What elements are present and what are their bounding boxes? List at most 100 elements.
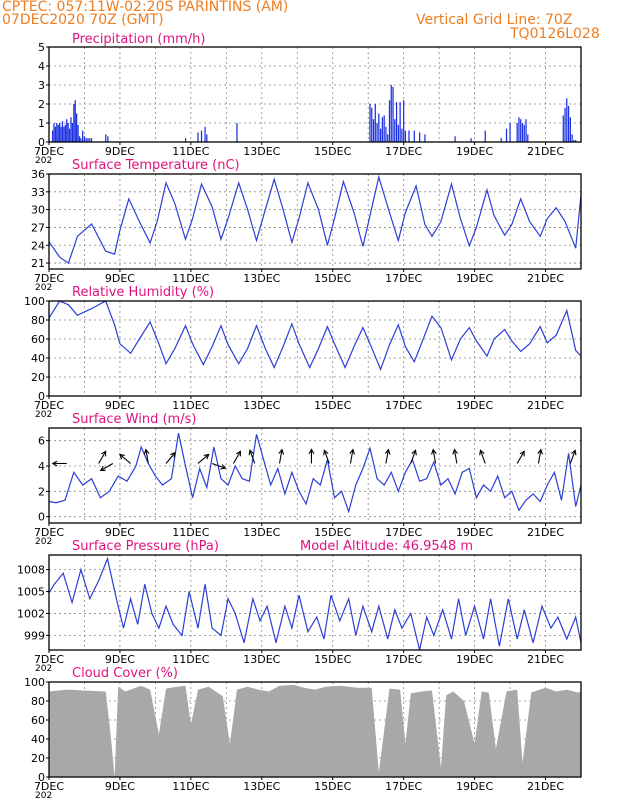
x-tick-label: 7DEC: [34, 780, 64, 793]
wind-arrow-head: [143, 448, 150, 455]
x-tick-label: 15DEC: [314, 272, 351, 285]
wind-arrow-head: [278, 448, 285, 455]
precip-bar: [564, 107, 566, 142]
wind-arrow: [431, 448, 437, 464]
y-tick-label: 999: [24, 629, 45, 642]
precip-bar: [67, 123, 69, 142]
wind-arrow-shaft: [165, 452, 176, 464]
precip-bar: [399, 102, 401, 142]
wind-arrow: [99, 462, 114, 472]
precip-bar: [454, 136, 456, 142]
precip-bar: [60, 126, 62, 142]
panel-rh: 0 20 40 60 80 100 7DEC 9DEC 11DEC 13DEC 15DEC 17DEC…: [24, 285, 582, 420]
precip-bar: [521, 123, 524, 142]
x-tick-label: 15DEC: [314, 145, 351, 158]
x-tick-label: 15DEC: [314, 653, 351, 666]
wind-arrow: [165, 451, 176, 464]
precip-bar: [73, 104, 75, 142]
panel-precip: 0 1 2 3 4 5 7DEC 9DEC 11DEC 13DEC 15DEC 17DEC 19DEC 2…: [34, 32, 582, 166]
precip-bar: [388, 100, 391, 142]
wind-series-line: [48, 432, 582, 514]
precip-bar: [523, 124, 525, 142]
y-tick-label: 100: [24, 295, 45, 308]
wind-arrow-shaft: [453, 449, 458, 464]
y-tick-label: 3: [38, 79, 45, 92]
precip-bar: [89, 138, 91, 142]
y-tick-label: 1002: [17, 607, 45, 620]
precip-bar: [57, 124, 59, 142]
precip-bar: [569, 117, 571, 142]
x-tick-label: 21DEC: [527, 780, 564, 793]
precip-bar: [509, 123, 511, 142]
wind-arrow-shaft: [249, 450, 256, 464]
temp-series-line: [48, 174, 582, 265]
y-tick-label: 0: [38, 771, 45, 784]
wind-arrow-head: [571, 449, 577, 456]
y-tick-label: 60: [31, 333, 45, 346]
precip-bar: [567, 105, 570, 142]
y-tick-label: 0: [38, 390, 45, 403]
y-tick-label: 0: [38, 511, 45, 524]
x-tick-label: 21DEC: [527, 399, 564, 412]
x-tick-label: 19DEC: [456, 272, 493, 285]
precip-title: Precipitation (mm/h): [72, 32, 205, 47]
wind-arrow: [98, 450, 107, 464]
x-tick-label: 11DEC: [172, 653, 209, 666]
wind-arrow-shaft: [432, 449, 437, 464]
y-tick-label: 40: [31, 352, 45, 365]
x-tick-label: 17DEC: [385, 399, 422, 412]
x-tick-label: 9DEC: [105, 526, 135, 539]
x-tick-label: 17DEC: [385, 780, 422, 793]
wind-arrow-shaft: [119, 454, 131, 464]
y-tick-label: 33: [31, 186, 45, 199]
precip-bar: [74, 100, 76, 142]
x-tick-label: 13DEC: [243, 526, 280, 539]
x-tick-label: 13DEC: [243, 145, 280, 158]
y-tick-label: 2: [38, 98, 45, 111]
precip-bar: [525, 119, 527, 142]
x-year-label: 202: [35, 537, 52, 547]
y-tick-label: 2: [38, 485, 45, 498]
x-tick-label: 9DEC: [105, 780, 135, 793]
x-tick-label: 9DEC: [105, 145, 135, 158]
y-tick-label: 80: [31, 695, 45, 708]
x-tick-label: 19DEC: [456, 653, 493, 666]
panel-frame: [48, 300, 582, 397]
y-tick-label: 30: [31, 204, 45, 217]
pres-title: Surface Pressure (hPa): [72, 539, 219, 554]
wind-arrow-head: [479, 449, 485, 456]
precip-bar: [516, 123, 518, 142]
x-tick-label: 13DEC: [243, 780, 280, 793]
x-tick-label: 17DEC: [385, 526, 422, 539]
x-tick-label: 13DEC: [243, 272, 280, 285]
x-tick-label: 7DEC: [34, 653, 64, 666]
x-tick-label: 7DEC: [34, 145, 64, 158]
precip-bar: [71, 123, 74, 142]
x-year-label: 202: [35, 283, 52, 293]
wind-arrow-head: [431, 448, 437, 455]
wind-arrow-head: [452, 448, 458, 455]
wind-arrow-shaft: [145, 449, 149, 464]
precip-bar: [381, 117, 384, 142]
pres-subtitle: Model Altitude: 46.9548 m: [300, 539, 473, 554]
precip-bar: [76, 113, 78, 142]
precip-bar: [374, 104, 376, 142]
precip-bar: [372, 119, 375, 142]
panel-frame: [48, 46, 582, 143]
x-tick-label: 7DEC: [34, 526, 64, 539]
x-tick-label: 15DEC: [314, 399, 351, 412]
panel-frame: [48, 554, 582, 651]
precip-bar: [105, 134, 107, 142]
precip-bar: [83, 136, 86, 142]
wind-arrow-shaft: [537, 449, 542, 464]
precip-bar: [204, 126, 206, 142]
precip-bar: [68, 128, 71, 142]
y-tick-label: 40: [31, 733, 45, 746]
precip-bar: [376, 123, 378, 142]
rh-series-line: [48, 300, 582, 372]
x-tick-label: 11DEC: [172, 399, 209, 412]
precip-bar: [392, 86, 394, 142]
wind-arrow-head: [203, 453, 210, 460]
precip-bar: [107, 136, 109, 142]
